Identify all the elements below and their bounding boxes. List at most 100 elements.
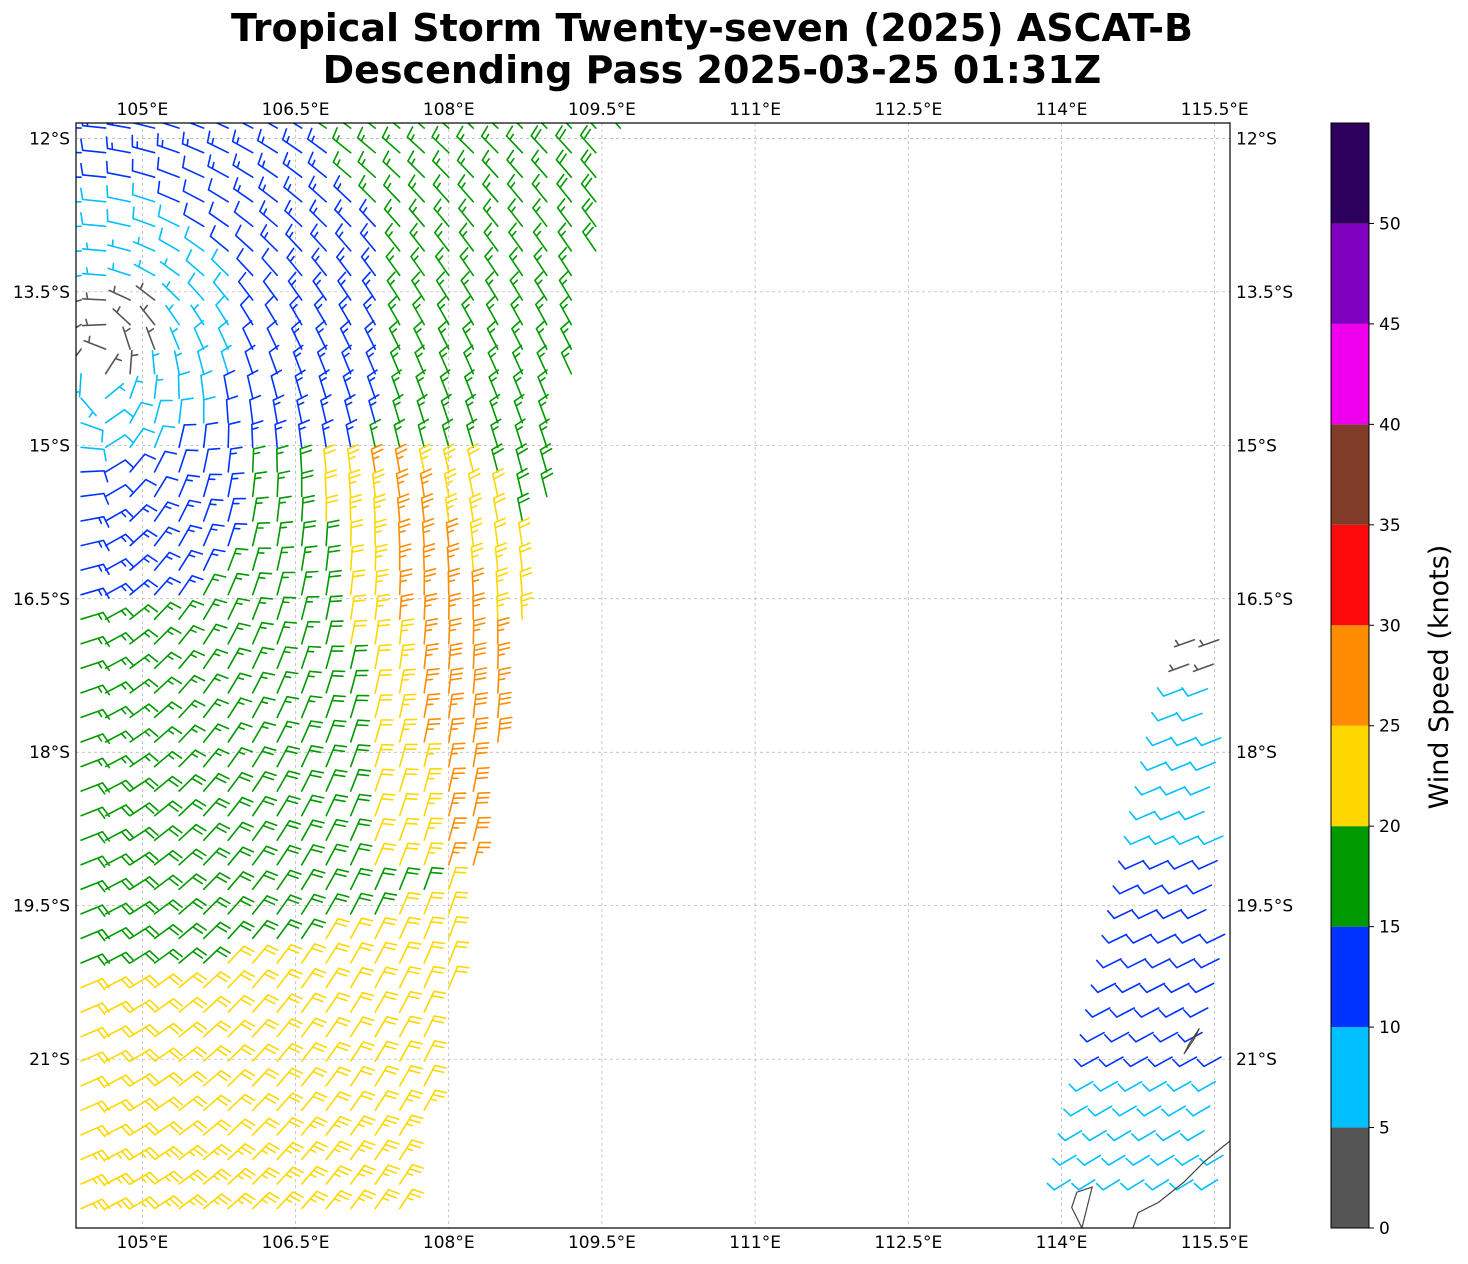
coastline xyxy=(1071,1028,1230,1228)
wind-barb xyxy=(285,223,303,252)
wind-barb xyxy=(202,971,231,989)
wind-barb xyxy=(227,722,253,743)
lon-tick-label-top: 106.5°E xyxy=(262,100,330,120)
wind-barb xyxy=(398,1015,423,1038)
wind-barb xyxy=(276,444,289,473)
wind-barb xyxy=(104,1123,135,1136)
wind-barb xyxy=(107,239,131,252)
wind-barb xyxy=(104,1025,135,1038)
wind-barb xyxy=(325,1041,351,1062)
wind-barb xyxy=(398,543,412,571)
wind-barb xyxy=(104,927,135,940)
wind-barb xyxy=(165,304,180,326)
wind-barb xyxy=(325,818,349,841)
wind-barb xyxy=(349,744,371,768)
wind-barb xyxy=(202,1119,232,1136)
wind-barb xyxy=(202,447,221,473)
wind-barb xyxy=(530,149,548,178)
colorbar-segment xyxy=(1331,123,1369,224)
wind-barb xyxy=(448,642,463,670)
wind-barb xyxy=(555,125,573,154)
wind-barb xyxy=(212,272,229,301)
wind-barb xyxy=(276,795,301,817)
wind-barb xyxy=(383,198,401,228)
wind-barb xyxy=(325,719,347,743)
colorbar-frame xyxy=(1330,122,1370,1229)
lon-tick-label-bottom: 109.5°E xyxy=(568,1233,636,1253)
wind-barb xyxy=(472,592,485,620)
wind-barb xyxy=(518,542,532,571)
wind-barb xyxy=(153,1047,184,1062)
wind-barb xyxy=(423,990,447,1013)
wind-barb xyxy=(184,226,205,252)
wind-barb xyxy=(556,198,573,228)
wind-barb xyxy=(398,990,423,1013)
colorbar-tick-label: 50 xyxy=(1379,214,1401,234)
wind-barb xyxy=(1194,736,1222,747)
wind-barb xyxy=(1074,1056,1100,1068)
wind-barb xyxy=(1129,810,1156,821)
wind-barb xyxy=(492,492,506,522)
wind-barb xyxy=(1178,810,1205,821)
wind-barb xyxy=(131,182,156,203)
wind-barb xyxy=(251,1167,280,1185)
wind-barb xyxy=(581,198,597,228)
wind-barb xyxy=(306,127,327,154)
wind-barb xyxy=(579,125,597,154)
wind-barb xyxy=(394,443,408,473)
wind-barb xyxy=(107,262,131,277)
wind-barb xyxy=(178,1194,208,1210)
wind-barb xyxy=(276,919,303,940)
wind-barb xyxy=(423,1015,447,1038)
wind-barb xyxy=(422,543,436,571)
wind-barb xyxy=(178,649,205,670)
wind-barb xyxy=(287,271,303,301)
wind-barb xyxy=(276,745,300,768)
wind-barb xyxy=(112,306,131,326)
wind-barb xyxy=(497,691,512,719)
wind-barb xyxy=(1140,761,1167,771)
wind-barb xyxy=(129,999,159,1013)
wind-barb xyxy=(153,1121,184,1136)
wind-barb xyxy=(1057,1130,1083,1142)
wind-barb xyxy=(202,673,229,694)
wind-barb xyxy=(145,326,156,350)
wind-barb xyxy=(533,246,548,277)
wind-barb xyxy=(374,842,397,866)
lon-tick-label-bottom: 108°E xyxy=(423,1233,475,1253)
lat-tick-label-right: 16.5°S xyxy=(1236,590,1293,610)
wind-barb xyxy=(153,676,182,694)
wind-barb xyxy=(161,281,180,301)
wind-barb xyxy=(465,393,477,424)
wind-barb xyxy=(369,418,382,449)
wind-barb xyxy=(420,493,434,522)
wind-barb xyxy=(207,178,229,203)
wind-barb xyxy=(276,621,298,645)
wind-barb xyxy=(129,1048,159,1062)
lat-tick-label-right: 21°S xyxy=(1236,1050,1277,1070)
wind-barb xyxy=(1134,1007,1160,1018)
wind-barb xyxy=(202,473,223,498)
lon-tick-label-top: 111°E xyxy=(729,100,781,120)
wind-barb xyxy=(374,941,398,964)
wind-barb xyxy=(104,902,135,915)
wind-barb xyxy=(482,198,499,228)
wind-barb xyxy=(178,947,207,964)
wind-barb xyxy=(227,846,255,866)
wind-barb xyxy=(234,224,254,252)
wind-barb xyxy=(407,150,425,178)
wind-barb xyxy=(104,353,122,375)
wind-barb xyxy=(276,993,303,1013)
wind-barb xyxy=(80,733,111,745)
wind-barb xyxy=(173,350,182,375)
wind-barb xyxy=(80,470,109,483)
wind-barb xyxy=(178,724,206,743)
wind-barb xyxy=(374,991,399,1013)
wind-barb xyxy=(423,891,445,915)
wind-barb xyxy=(300,570,319,596)
wind-barb xyxy=(251,1191,280,1210)
wind-barb xyxy=(1191,859,1218,870)
wind-barb xyxy=(423,941,446,964)
wind-barb xyxy=(1098,1056,1124,1068)
wind-barb xyxy=(442,443,456,473)
